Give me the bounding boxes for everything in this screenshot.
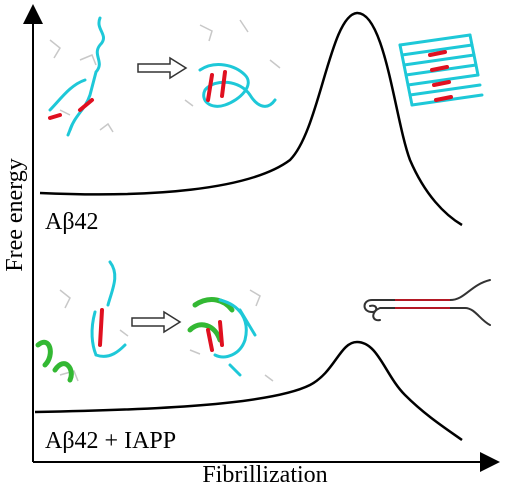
arrow [137,56,188,80]
monomer [35,260,129,383]
energy-curve [34,340,463,442]
oligomer [187,289,274,382]
fibril [398,33,484,107]
monomer [48,16,114,137]
panel-label: Aβ42 [45,209,99,235]
oligomer [184,19,281,108]
arrow [131,310,182,334]
fibril [363,279,491,326]
x-label: Fibrillization [202,462,327,488]
energy-curve [39,11,463,227]
panel-label: Aβ42 + IAPP [45,428,176,454]
y-label: Free energy [2,158,28,272]
